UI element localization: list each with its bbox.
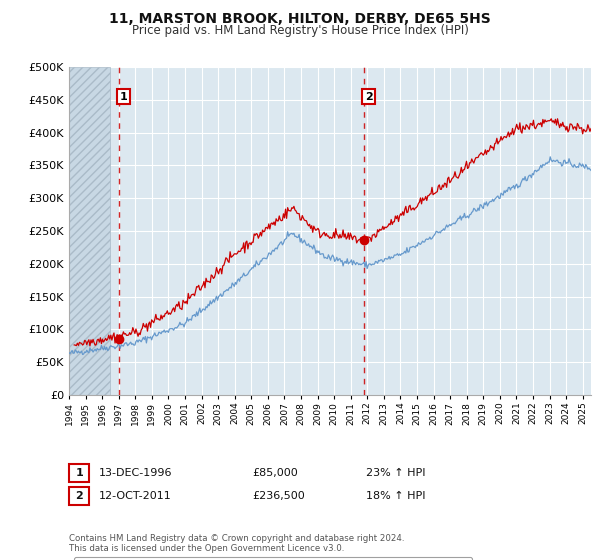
Text: 12-OCT-2011: 12-OCT-2011	[99, 491, 172, 501]
Text: 18% ↑ HPI: 18% ↑ HPI	[366, 491, 425, 501]
Text: 11, MARSTON BROOK, HILTON, DERBY, DE65 5HS: 11, MARSTON BROOK, HILTON, DERBY, DE65 5…	[109, 12, 491, 26]
Text: Contains HM Land Registry data © Crown copyright and database right 2024.
This d: Contains HM Land Registry data © Crown c…	[69, 534, 404, 553]
Text: 1: 1	[120, 92, 128, 102]
Text: 13-DEC-1996: 13-DEC-1996	[99, 468, 173, 478]
Text: 23% ↑ HPI: 23% ↑ HPI	[366, 468, 425, 478]
Text: 1: 1	[76, 468, 83, 478]
Text: Price paid vs. HM Land Registry's House Price Index (HPI): Price paid vs. HM Land Registry's House …	[131, 24, 469, 36]
Text: £236,500: £236,500	[252, 491, 305, 501]
Text: 2: 2	[365, 92, 373, 102]
Text: £85,000: £85,000	[252, 468, 298, 478]
Bar	[69, 67, 110, 395]
Legend: 11, MARSTON BROOK, HILTON, DERBY, DE65 5HS (detached house), HPI: Average price,: 11, MARSTON BROOK, HILTON, DERBY, DE65 5…	[74, 557, 472, 560]
Text: 2: 2	[76, 491, 83, 501]
